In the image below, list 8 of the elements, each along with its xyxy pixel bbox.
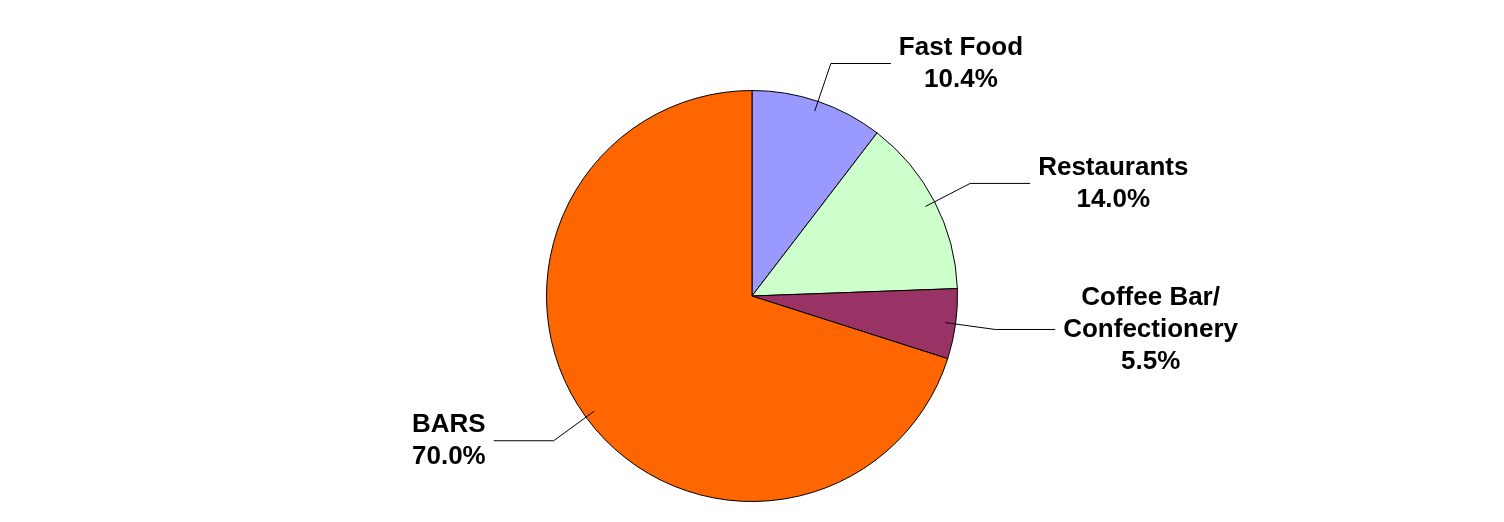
slice-label: Restaurants	[1038, 150, 1189, 181]
slice-label: Fast Food	[898, 30, 1024, 61]
data-label: 14.0%	[1076, 182, 1151, 213]
data-label: 5.5%	[1120, 344, 1181, 375]
slice-label: BARS	[412, 407, 486, 438]
data-label: 70.0%	[411, 439, 486, 470]
data-label: 10.4%	[924, 62, 998, 93]
slice-label: Coffee Bar/ Confectionery	[1063, 280, 1239, 343]
